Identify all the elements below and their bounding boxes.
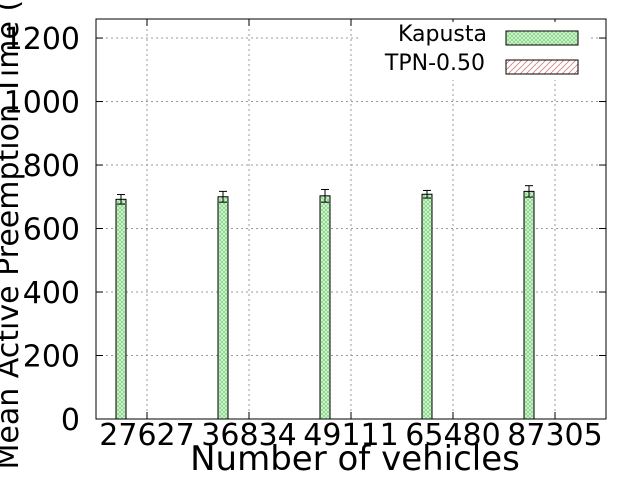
bar-kapusta-27627 [115, 198, 127, 420]
bar-kapusta-49111 [319, 195, 331, 420]
x-tick-label: 65480 [405, 418, 500, 453]
y-axis-label: Mean Active Preemption Time (s) [0, 0, 26, 470]
y-tick-label: 800 [23, 149, 80, 184]
x-tick-label: 87305 [507, 418, 602, 453]
x-tick-label: 49111 [303, 418, 398, 453]
y-tick-label: 0 [61, 403, 80, 438]
grid-lines [96, 19, 606, 419]
legend-swatch-kapusta [505, 30, 579, 46]
x-tick-label: 27627 [99, 418, 194, 453]
legend: Kapusta TPN-0.50 [358, 22, 588, 80]
legend-swatch-tpn [505, 59, 579, 75]
bars [115, 185, 535, 420]
x-tick-label: 36834 [201, 418, 296, 453]
bar-kapusta-87305 [523, 190, 535, 420]
y-tick-label: 400 [23, 276, 80, 311]
y-tick-label: 1200 [4, 22, 80, 57]
legend-label-kapusta: Kapusta [398, 22, 487, 47]
x-axis-label: Number of vehicles [190, 439, 520, 479]
y-tick-label: 600 [23, 213, 80, 248]
legend-label-tpn: TPN-0.50 [384, 51, 485, 76]
y-tick-label: 200 [23, 340, 80, 375]
axes: 0 200 400 600 800 1000 1200 27627 36834 49111 6548… [4, 19, 606, 453]
bar-kapusta-36834 [217, 196, 229, 420]
bar-kapusta-65480 [421, 193, 433, 420]
y-tick-label: 1000 [4, 86, 80, 121]
